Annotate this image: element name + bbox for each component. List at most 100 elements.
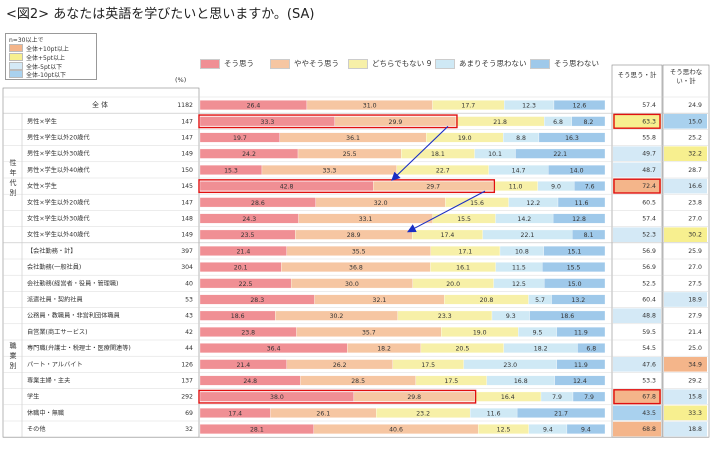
disagree-total-value: 21.4 [688, 329, 702, 336]
bar-value-label: 18.6 [560, 313, 574, 320]
bar-value-label: 28.9 [347, 232, 361, 239]
agree-total-value: 55.8 [642, 135, 656, 142]
legend-label: そう思わない [554, 59, 599, 68]
bar-value-label: 11.9 [574, 329, 588, 336]
bar-value-label: 9.3 [506, 313, 516, 320]
bar-value-label: 22.5 [239, 281, 253, 288]
bar-value-label: 16.3 [565, 135, 579, 142]
disagree-total-value: 27.0 [688, 216, 702, 223]
row-sample-size: 40 [185, 280, 193, 287]
disagree-highlight-cell [664, 114, 707, 129]
agree-total-value: 72.4 [642, 183, 656, 190]
bar-value-label: 28.3 [250, 297, 264, 304]
bar-value-label: 17.4 [228, 410, 242, 417]
disagree-total-value: 27.9 [688, 313, 702, 320]
bar-value-label: 42.8 [280, 184, 294, 191]
row-sample-size: 32 [185, 426, 193, 433]
bar-segment [544, 278, 606, 289]
bar-segment [571, 116, 606, 127]
row-sample-size: 304 [181, 264, 193, 271]
bar-value-label: 19.0 [458, 135, 472, 142]
chart-title: <図2> あなたは英語を学びたいと思いますか。(SA) [6, 7, 315, 22]
bar-value-label: 29.9 [389, 119, 403, 126]
bar-value-label: 20.0 [446, 281, 460, 288]
disagree-total-value: 16.6 [688, 183, 702, 190]
bar-value-label: 30.0 [345, 281, 359, 288]
agree-total-value: 63.3 [642, 118, 656, 125]
bar-value-label: 11.6 [575, 200, 589, 207]
bar-segment [542, 262, 606, 273]
bar-value-label: 28.5 [351, 378, 365, 385]
group-label-char: 年 [10, 168, 17, 177]
highlight-swatch [9, 53, 23, 61]
agree-total-value: 57.4 [642, 102, 656, 109]
disagree-total-header: そう思わない・計 [669, 68, 703, 85]
bar-value-label: 24.8 [243, 378, 257, 385]
row-sample-size: 149 [181, 232, 193, 239]
bar-value-label: 8.8 [516, 135, 526, 142]
row-label: 自営業(商工サービス) [27, 328, 88, 336]
bar-segment [572, 229, 606, 240]
bar-segment [548, 164, 606, 175]
bar-value-label: 9.5 [533, 329, 543, 336]
row-sample-size: 43 [185, 313, 193, 320]
bar-value-label: 29.8 [407, 394, 421, 401]
bar-value-label: 20.8 [480, 297, 494, 304]
legend-item: そう思う [200, 58, 254, 69]
disagree-total-value: 29.2 [688, 378, 702, 385]
legend-item: どちらでもない 9 [348, 58, 431, 69]
disagree-highlight-cell [664, 389, 707, 404]
row-label: 男性×学生以外40歳代 [27, 166, 90, 174]
bar-value-label: 16.8 [514, 378, 528, 385]
highlight-legend-item: 全体+10pt以上 [9, 43, 69, 53]
legend-swatch [270, 58, 290, 69]
red-highlight-box [198, 389, 477, 404]
highlight-legend-item: 全体-5pt以下 [9, 61, 62, 71]
bar-value-label: 11.6 [487, 410, 501, 417]
bar-segment [538, 132, 606, 143]
highlight-legend-label: 全体-10pt以下 [26, 71, 66, 79]
bar-value-label: 7.6 [585, 184, 595, 191]
agree-highlight-cell [613, 162, 661, 178]
legend-label: ややそう思う [294, 59, 339, 68]
bar-value-label: 12.5 [512, 281, 526, 288]
bar-segment [551, 294, 606, 305]
legend-label: あまりそう思わない [459, 59, 527, 68]
red-highlight-box [198, 179, 496, 194]
bar-segment [543, 245, 606, 256]
bar-value-label: 22.1 [521, 232, 535, 239]
row-label: 女性×学生 [27, 182, 57, 190]
legend-item: ややそう思う [270, 58, 339, 69]
disagree-total-value: 34.9 [688, 361, 702, 368]
bar-value-label: 7.9 [584, 394, 594, 401]
bar-value-label: 18.1 [431, 151, 445, 158]
bar-value-label: 26.2 [333, 362, 347, 369]
agree-highlight-cell [613, 389, 661, 404]
bar-value-label: 29.7 [426, 184, 440, 191]
agree-total-value: 48.8 [642, 313, 656, 320]
bar-value-label: 15.5 [457, 216, 471, 223]
row-sample-size: 148 [181, 216, 193, 223]
bar-segment [554, 375, 606, 386]
bar-value-label: 21.4 [236, 362, 250, 369]
bar-value-label: 14.2 [517, 216, 531, 223]
row-sample-size: 1182 [177, 102, 193, 109]
bar-value-label: 12.5 [497, 427, 511, 434]
disagree-total-value: 18.9 [688, 297, 702, 304]
row-label: 女性×学生以外20歳代 [27, 198, 90, 206]
row-sample-size: 42 [185, 329, 193, 336]
bar-value-label: 12.3 [522, 103, 536, 110]
highlight-legend-item: 全体-10pt以下 [9, 69, 66, 79]
agree-highlight-cell [613, 146, 661, 161]
bar-value-label: 22.1 [553, 151, 567, 158]
bar-value-label: 12.2 [526, 200, 540, 207]
legend-swatch [348, 58, 368, 69]
bar-value-label: 18.2 [534, 346, 548, 353]
row-label: 女性×学生以外30歳代 [27, 215, 90, 223]
bar-value-label: 11.0 [509, 184, 523, 191]
agree-total-value: 47.6 [642, 361, 656, 368]
bar-value-label: 26.1 [316, 410, 330, 417]
bar-value-label: 17.5 [444, 378, 458, 385]
bar-value-label: 23.3 [438, 313, 452, 320]
row-label: 女性×学生以外40歳代 [27, 231, 90, 239]
